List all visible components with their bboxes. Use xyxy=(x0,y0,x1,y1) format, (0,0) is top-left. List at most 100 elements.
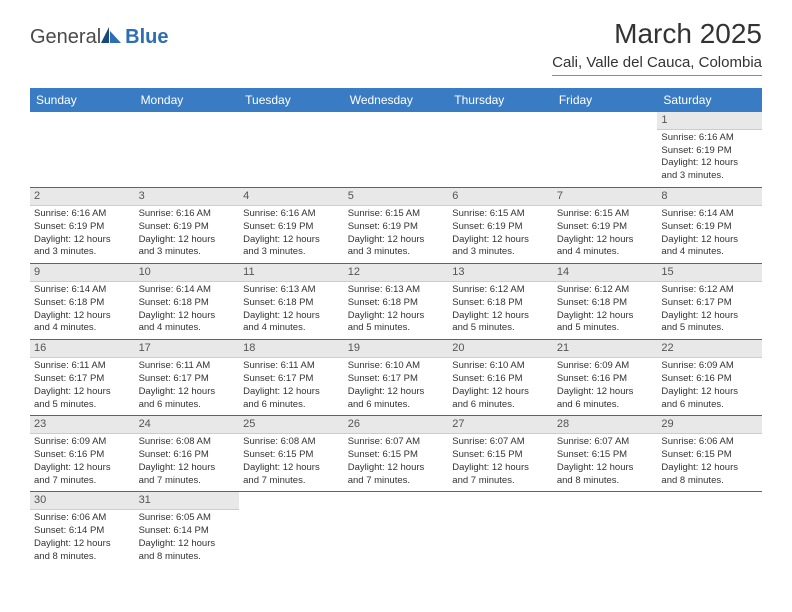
sunset-text: Sunset: 6:16 PM xyxy=(557,373,654,386)
daylight-text: and 3 minutes. xyxy=(452,246,549,259)
sunrise-text: Sunrise: 6:15 AM xyxy=(348,208,445,221)
day-cell: 8Sunrise: 6:14 AMSunset: 6:19 PMDaylight… xyxy=(657,188,762,264)
sunset-text: Sunset: 6:17 PM xyxy=(348,373,445,386)
day-number: 17 xyxy=(135,340,240,358)
sunset-text: Sunset: 6:17 PM xyxy=(243,373,340,386)
day-number: 11 xyxy=(239,264,344,282)
calendar: SundayMondayTuesdayWednesdayThursdayFrid… xyxy=(30,88,762,568)
sunset-text: Sunset: 6:15 PM xyxy=(452,449,549,462)
day-number: 1 xyxy=(657,112,762,130)
daylight-text: and 4 minutes. xyxy=(243,322,340,335)
sunset-text: Sunset: 6:19 PM xyxy=(661,145,758,158)
empty-cell xyxy=(657,492,762,567)
location: Cali, Valle del Cauca, Colombia xyxy=(552,54,762,76)
logo-text-1: General xyxy=(30,26,101,49)
day-cell: 1Sunrise: 6:16 AMSunset: 6:19 PMDaylight… xyxy=(657,112,762,188)
daylight-text: Daylight: 12 hours xyxy=(34,538,131,551)
sunrise-text: Sunrise: 6:05 AM xyxy=(139,512,236,525)
weekday-label: Friday xyxy=(553,88,658,112)
daylight-text: Daylight: 12 hours xyxy=(661,310,758,323)
sunrise-text: Sunrise: 6:09 AM xyxy=(661,360,758,373)
day-number: 15 xyxy=(657,264,762,282)
daylight-text: and 7 minutes. xyxy=(348,475,445,488)
daylight-text: and 6 minutes. xyxy=(661,399,758,412)
weekday-label: Wednesday xyxy=(344,88,449,112)
empty-cell xyxy=(239,112,344,188)
daylight-text: Daylight: 12 hours xyxy=(452,234,549,247)
day-cell: 17Sunrise: 6:11 AMSunset: 6:17 PMDayligh… xyxy=(135,340,240,416)
sunrise-text: Sunrise: 6:07 AM xyxy=(452,436,549,449)
day-number: 24 xyxy=(135,416,240,434)
empty-cell xyxy=(239,492,344,567)
day-number: 13 xyxy=(448,264,553,282)
daylight-text: Daylight: 12 hours xyxy=(661,462,758,475)
daylight-text: and 3 minutes. xyxy=(348,246,445,259)
empty-cell xyxy=(553,112,658,188)
day-number: 26 xyxy=(344,416,449,434)
day-cell: 25Sunrise: 6:08 AMSunset: 6:15 PMDayligh… xyxy=(239,416,344,492)
day-cell: 5Sunrise: 6:15 AMSunset: 6:19 PMDaylight… xyxy=(344,188,449,264)
daylight-text: Daylight: 12 hours xyxy=(243,386,340,399)
sunrise-text: Sunrise: 6:13 AM xyxy=(243,284,340,297)
weekday-label: Sunday xyxy=(30,88,135,112)
daylight-text: and 8 minutes. xyxy=(139,551,236,564)
sunset-text: Sunset: 6:19 PM xyxy=(452,221,549,234)
day-number: 8 xyxy=(657,188,762,206)
sunrise-text: Sunrise: 6:12 AM xyxy=(452,284,549,297)
sunset-text: Sunset: 6:18 PM xyxy=(557,297,654,310)
sunset-text: Sunset: 6:17 PM xyxy=(661,297,758,310)
sunset-text: Sunset: 6:19 PM xyxy=(661,221,758,234)
weekday-label: Monday xyxy=(135,88,240,112)
daylight-text: and 6 minutes. xyxy=(452,399,549,412)
sunset-text: Sunset: 6:18 PM xyxy=(348,297,445,310)
day-number: 19 xyxy=(344,340,449,358)
daylight-text: Daylight: 12 hours xyxy=(34,462,131,475)
sunrise-text: Sunrise: 6:11 AM xyxy=(34,360,131,373)
sunset-text: Sunset: 6:19 PM xyxy=(34,221,131,234)
daylight-text: Daylight: 12 hours xyxy=(34,234,131,247)
day-number: 23 xyxy=(30,416,135,434)
sunrise-text: Sunrise: 6:06 AM xyxy=(34,512,131,525)
daylight-text: and 8 minutes. xyxy=(557,475,654,488)
daylight-text: and 7 minutes. xyxy=(139,475,236,488)
day-cell: 23Sunrise: 6:09 AMSunset: 6:16 PMDayligh… xyxy=(30,416,135,492)
daylight-text: and 5 minutes. xyxy=(34,399,131,412)
daylight-text: and 7 minutes. xyxy=(452,475,549,488)
day-cell: 4Sunrise: 6:16 AMSunset: 6:19 PMDaylight… xyxy=(239,188,344,264)
daylight-text: Daylight: 12 hours xyxy=(139,462,236,475)
day-number: 5 xyxy=(344,188,449,206)
day-cell: 11Sunrise: 6:13 AMSunset: 6:18 PMDayligh… xyxy=(239,264,344,340)
day-number: 10 xyxy=(135,264,240,282)
daylight-text: and 8 minutes. xyxy=(661,475,758,488)
sunset-text: Sunset: 6:16 PM xyxy=(661,373,758,386)
sunset-text: Sunset: 6:17 PM xyxy=(139,373,236,386)
daylight-text: Daylight: 12 hours xyxy=(661,386,758,399)
daylight-text: and 7 minutes. xyxy=(34,475,131,488)
sunset-text: Sunset: 6:15 PM xyxy=(348,449,445,462)
daylight-text: Daylight: 12 hours xyxy=(348,310,445,323)
sunrise-text: Sunrise: 6:16 AM xyxy=(661,132,758,145)
sunrise-text: Sunrise: 6:12 AM xyxy=(557,284,654,297)
sunrise-text: Sunrise: 6:08 AM xyxy=(243,436,340,449)
logo-text-2: Blue xyxy=(125,26,168,49)
daylight-text: Daylight: 12 hours xyxy=(139,386,236,399)
sunrise-text: Sunrise: 6:15 AM xyxy=(557,208,654,221)
daylight-text: Daylight: 12 hours xyxy=(452,310,549,323)
sunrise-text: Sunrise: 6:08 AM xyxy=(139,436,236,449)
day-cell: 29Sunrise: 6:06 AMSunset: 6:15 PMDayligh… xyxy=(657,416,762,492)
sunset-text: Sunset: 6:19 PM xyxy=(243,221,340,234)
daylight-text: Daylight: 12 hours xyxy=(557,462,654,475)
sunrise-text: Sunrise: 6:14 AM xyxy=(139,284,236,297)
sunset-text: Sunset: 6:18 PM xyxy=(243,297,340,310)
daylight-text: Daylight: 12 hours xyxy=(34,310,131,323)
day-cell: 22Sunrise: 6:09 AMSunset: 6:16 PMDayligh… xyxy=(657,340,762,416)
day-number: 3 xyxy=(135,188,240,206)
day-cell: 9Sunrise: 6:14 AMSunset: 6:18 PMDaylight… xyxy=(30,264,135,340)
daylight-text: Daylight: 12 hours xyxy=(348,386,445,399)
day-cell: 13Sunrise: 6:12 AMSunset: 6:18 PMDayligh… xyxy=(448,264,553,340)
weekday-label: Thursday xyxy=(448,88,553,112)
empty-cell xyxy=(30,112,135,188)
daylight-text: Daylight: 12 hours xyxy=(452,386,549,399)
day-number: 25 xyxy=(239,416,344,434)
day-cell: 15Sunrise: 6:12 AMSunset: 6:17 PMDayligh… xyxy=(657,264,762,340)
